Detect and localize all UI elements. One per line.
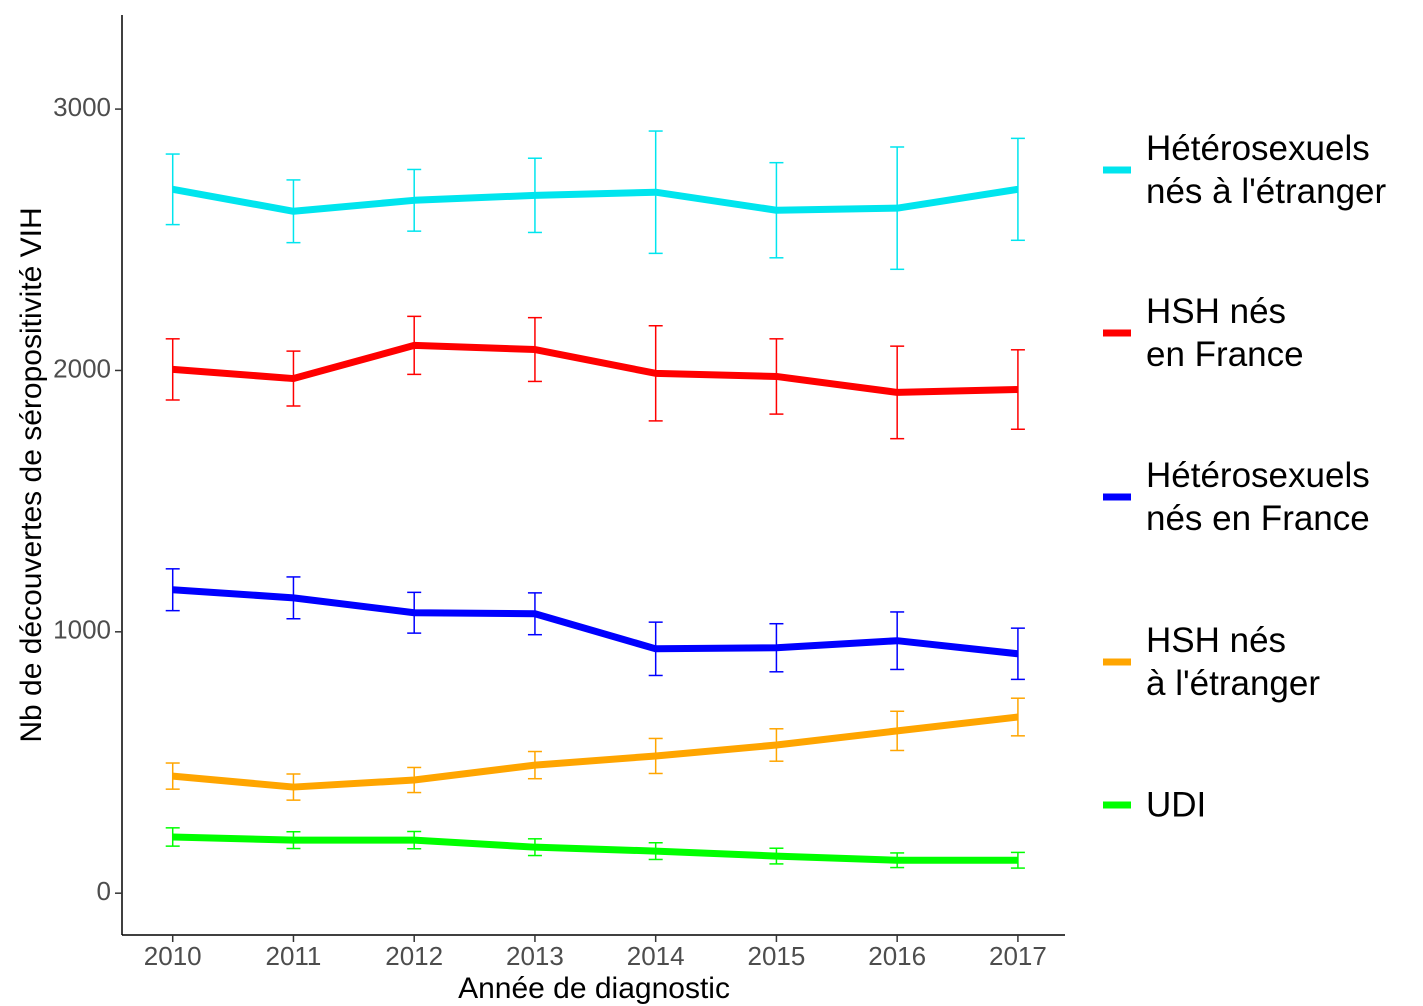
- legend-key: [1103, 801, 1131, 809]
- legend-label: HSH nés en France: [1146, 292, 1304, 374]
- legend-key: [1103, 166, 1131, 174]
- series-line: [172, 713, 1019, 791]
- series-line: [172, 185, 1019, 215]
- legend-label: HSH nés à l'étranger: [1146, 621, 1321, 703]
- y-tick-label: 3000: [53, 92, 111, 122]
- x-tick-label: 2014: [627, 941, 685, 971]
- series-line: [172, 586, 1019, 658]
- series-line: [172, 833, 1018, 864]
- y-tick-label: 2000: [53, 353, 111, 383]
- x-tick-label: 2012: [385, 941, 443, 971]
- y-tick-label: 1000: [53, 615, 111, 645]
- x-tick-label: 2015: [748, 941, 806, 971]
- x-tick-label: 2013: [506, 941, 564, 971]
- x-tick-label: 2017: [989, 941, 1047, 971]
- legend-key: [1103, 493, 1131, 501]
- x-tick-label: 2010: [144, 941, 202, 971]
- legend-label: Hétérosexuels nés en France: [1146, 456, 1370, 538]
- legend-label: Hétérosexuels nés à l'étranger: [1146, 129, 1387, 211]
- y-axis-title: Nb de découvertes de séropositivité VIH: [15, 207, 48, 742]
- y-tick-label: 0: [97, 876, 111, 906]
- legend-key: [1103, 329, 1131, 337]
- x-axis-title: Année de diagnostic: [458, 972, 730, 1005]
- series-line: [172, 341, 1018, 396]
- x-tick-label: 2011: [265, 941, 321, 971]
- legend-key: [1103, 658, 1131, 666]
- x-tick-label: 2016: [868, 941, 926, 971]
- legend-label: UDI: [1146, 785, 1207, 825]
